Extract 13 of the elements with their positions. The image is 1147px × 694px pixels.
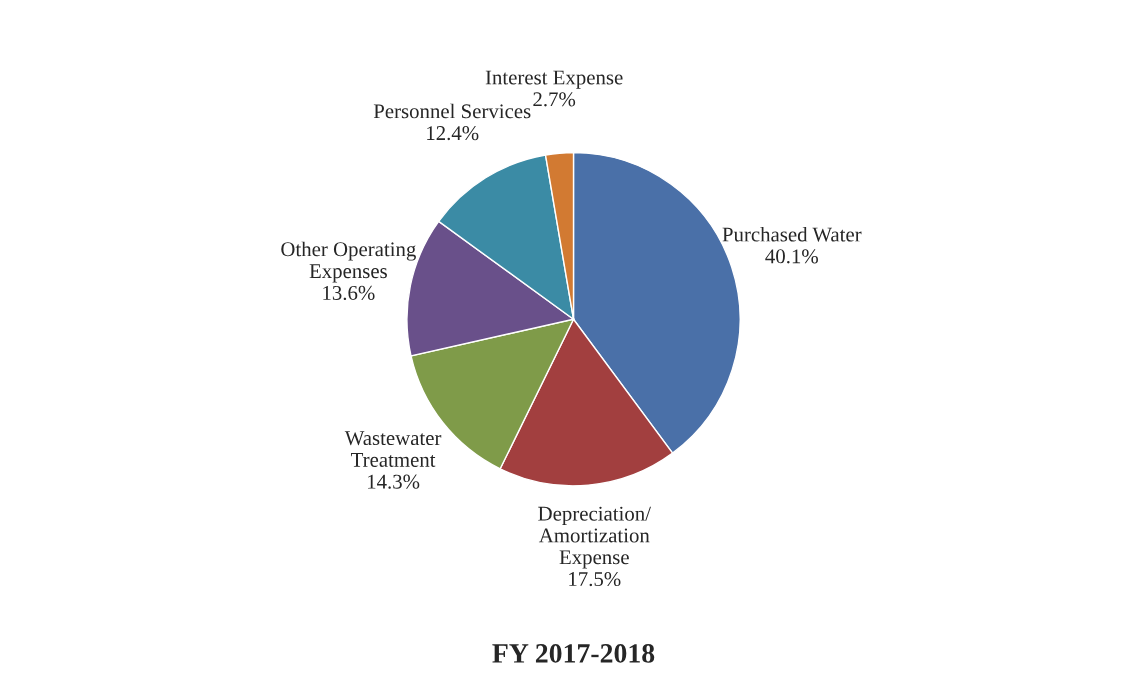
data-label: 14.3% [368, 474, 420, 489]
data-label: 12.4% [427, 126, 479, 141]
data-label: 13.6% [323, 285, 375, 301]
slice-label: Wastewater Treatment [344, 431, 442, 467]
slice-label: Depreciation/ Amortization Expense [538, 506, 651, 569]
slice-label: Interest Expense [485, 70, 623, 89]
data-label: 40.1% [765, 249, 818, 264]
slice-label: Other Operating Expenses [281, 241, 416, 283]
data-label: 2.7% [533, 92, 576, 107]
slice-label: Purchased Water [722, 226, 862, 242]
slice-label: Personnel Services [373, 103, 531, 119]
text: FY 2017-2018 [492, 644, 655, 663]
data-label: 17.5% [569, 571, 621, 587]
